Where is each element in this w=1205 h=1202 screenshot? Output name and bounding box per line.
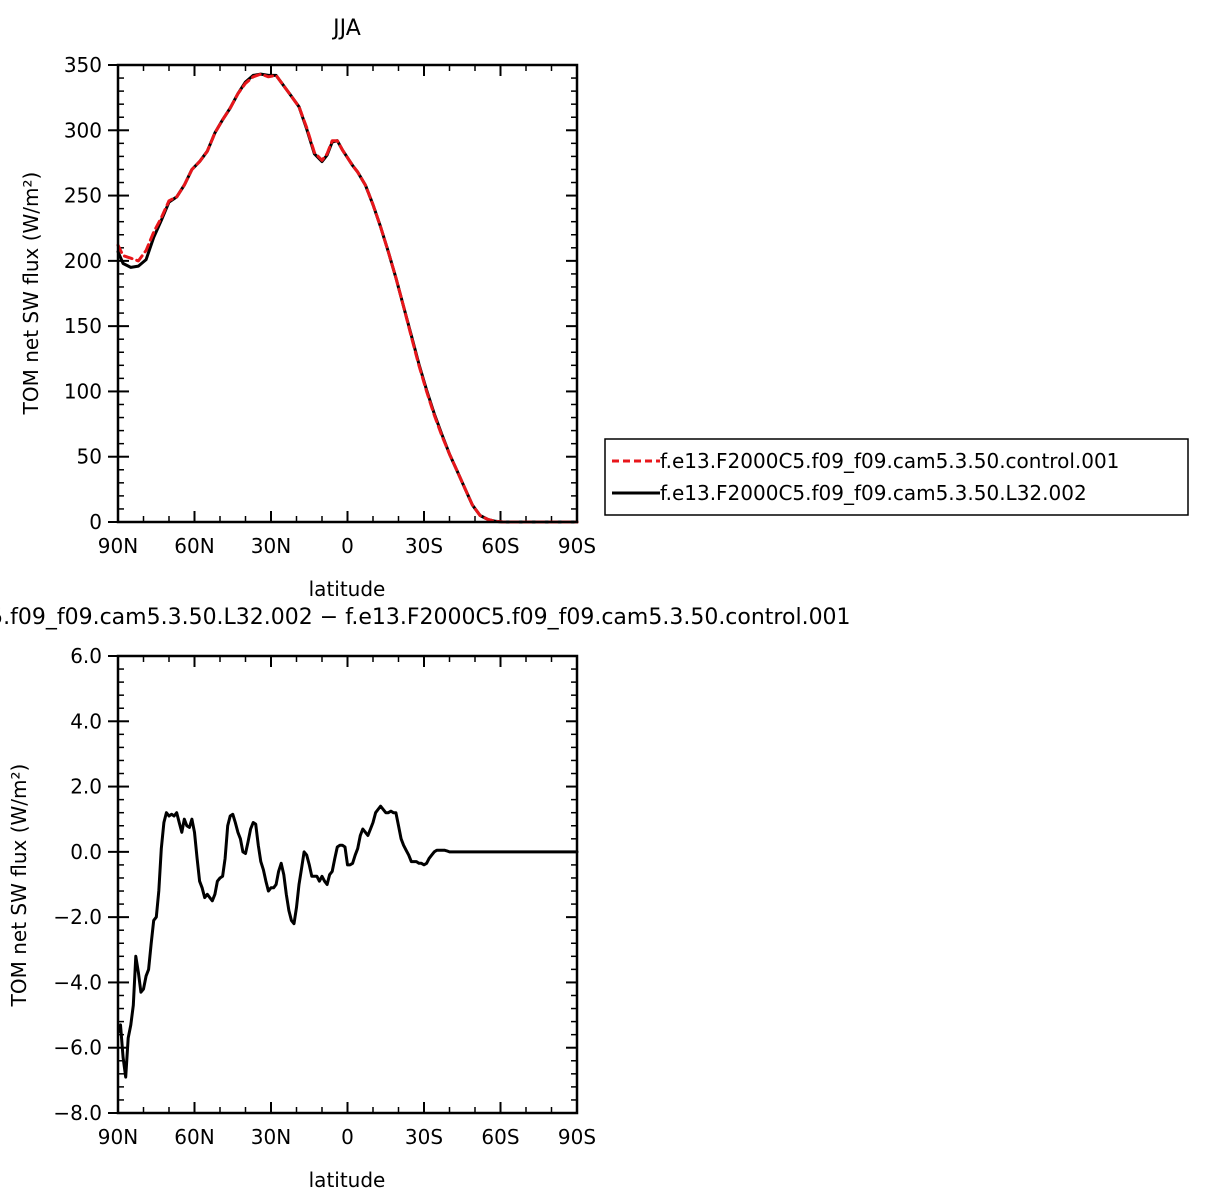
top-panel-x-axis-label: latitude xyxy=(309,577,386,601)
top-x-tick-label: 90S xyxy=(558,534,596,558)
bottom-series-line-0 xyxy=(117,804,579,1079)
legend: f.e13.F2000C5.f09_f09.cam5.3.50.control.… xyxy=(604,438,1189,516)
top-series-line-0 xyxy=(116,72,579,524)
bottom-panel-y-axis-label: TOM net SW flux (W/m²) xyxy=(7,764,31,1008)
top-x-tick-label: 60N xyxy=(174,534,214,558)
bottom-x-tick-label: 0 xyxy=(341,1125,354,1149)
bottom-y-tick-label: 0.0 xyxy=(70,840,102,864)
top-panel-ticks: 90N 60N 30N 0 30S 60S 90S 0 50 100 150 200 250 300 350 xyxy=(64,53,596,558)
top-x-tick-label: 90N xyxy=(98,534,138,558)
bottom-x-tick-label: 30S xyxy=(405,1125,443,1149)
bottom-panel-frame xyxy=(116,654,579,1115)
top-panel-frame xyxy=(116,63,579,524)
top-series-line-1 xyxy=(116,72,579,524)
bottom-y-tick-label: −8.0 xyxy=(53,1101,102,1125)
bottom-x-tick-label: 90S xyxy=(558,1125,596,1149)
bottom-panel-title: f.e13.F2000C5.f09_f09.cam5.3.50.L32.002 … xyxy=(0,605,851,630)
bottom-x-tick-label: 90N xyxy=(98,1125,138,1149)
top-panel-y-axis-label: TOM net SW flux (W/m²) xyxy=(19,172,43,416)
top-y-tick-label: 350 xyxy=(64,53,102,77)
top-x-tick-label: 60S xyxy=(481,534,519,558)
top-panel: JJA TOM net SW flux (W/m²) latitude 90N 6… xyxy=(19,16,596,601)
legend-entry-l32: f.e13.F2000C5.f09_f09.cam5.3.50.L32.002 xyxy=(660,481,1087,505)
top-x-tick-label: 0 xyxy=(341,534,354,558)
top-y-tick-label: 50 xyxy=(77,445,102,469)
top-x-tick-label: 30S xyxy=(405,534,443,558)
bottom-y-tick-label: 2.0 xyxy=(70,775,102,799)
bottom-x-tick-label: 60S xyxy=(481,1125,519,1149)
bottom-y-tick-label: 4.0 xyxy=(70,709,102,733)
bottom-panel-x-axis-label: latitude xyxy=(309,1168,386,1192)
top-y-tick-label: 300 xyxy=(64,118,102,142)
bottom-panel-ticks: 90N 60N 30N 0 30S 60S 90S −8.0 −6.0 −4.0 −2.0 0.0 2.… xyxy=(53,644,596,1149)
bottom-y-tick-label: 6.0 xyxy=(70,644,102,668)
bottom-y-tick-label: −2.0 xyxy=(53,905,102,929)
bottom-x-tick-label: 60N xyxy=(174,1125,214,1149)
top-y-tick-label: 0 xyxy=(89,510,102,534)
top-x-tick-label: 30N xyxy=(251,534,291,558)
bottom-y-tick-label: −6.0 xyxy=(53,1036,102,1060)
top-y-tick-label: 100 xyxy=(64,379,102,403)
bottom-y-tick-label: −4.0 xyxy=(53,970,102,994)
top-panel-title: JJA xyxy=(331,16,361,41)
legend-box xyxy=(604,438,1189,516)
top-panel-series xyxy=(116,72,579,524)
bottom-panel-series xyxy=(117,804,579,1079)
top-y-tick-label: 250 xyxy=(64,184,102,208)
bottom-x-tick-label: 30N xyxy=(251,1125,291,1149)
top-y-tick-label: 150 xyxy=(64,314,102,338)
legend-entry-control: f.e13.F2000C5.f09_f09.cam5.3.50.control.… xyxy=(660,449,1119,473)
bottom-panel: f.e13.F2000C5.f09_f09.cam5.3.50.L32.002 … xyxy=(0,605,851,1192)
top-y-tick-label: 200 xyxy=(64,249,102,273)
